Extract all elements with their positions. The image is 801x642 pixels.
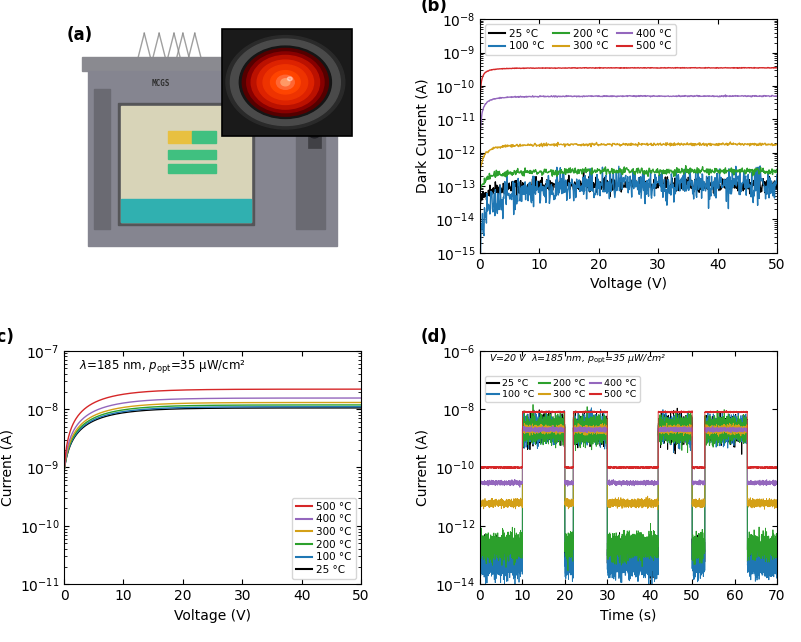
Bar	[88, 59, 337, 246]
X-axis label: Voltage (V): Voltage (V)	[590, 277, 667, 291]
Circle shape	[247, 52, 324, 112]
Legend: 25 °C, 100 °C, 200 °C, 300 °C, 400 °C, 500 °C: 25 °C, 100 °C, 200 °C, 300 °C, 400 °C, 5…	[485, 24, 676, 55]
Bar	[191, 132, 215, 143]
Bar	[82, 56, 344, 71]
Text: $\lambda$=185 nm, $p_{\rm opt}$=35 μW/cm²: $\lambda$=185 nm, $p_{\rm opt}$=35 μW/cm…	[79, 358, 246, 375]
Circle shape	[271, 71, 300, 94]
Circle shape	[257, 60, 314, 105]
Circle shape	[226, 35, 344, 129]
Legend: 500 °C, 400 °C, 300 °C, 200 °C, 100 °C, 25 °C: 500 °C, 400 °C, 300 °C, 200 °C, 100 °C, …	[292, 498, 356, 579]
Circle shape	[263, 65, 308, 100]
Bar	[88, 71, 337, 246]
Bar	[94, 89, 110, 229]
Circle shape	[231, 39, 340, 125]
Text: (d): (d)	[421, 328, 448, 346]
Bar	[222, 29, 352, 136]
Circle shape	[276, 75, 294, 89]
Bar	[308, 119, 321, 148]
Bar	[168, 150, 191, 159]
X-axis label: Time (s): Time (s)	[600, 609, 657, 623]
Y-axis label: Current (A): Current (A)	[416, 429, 430, 506]
Text: (a): (a)	[67, 26, 93, 44]
Bar	[222, 29, 352, 136]
Bar	[168, 164, 191, 173]
Circle shape	[309, 130, 320, 138]
Text: (b): (b)	[421, 0, 448, 15]
Circle shape	[243, 48, 328, 116]
Circle shape	[288, 77, 292, 81]
Bar	[191, 164, 215, 173]
Circle shape	[281, 79, 290, 86]
Bar	[118, 103, 254, 225]
X-axis label: Voltage (V): Voltage (V)	[174, 609, 251, 623]
Circle shape	[252, 55, 320, 109]
Bar	[191, 150, 215, 159]
Bar	[168, 132, 191, 143]
Text: MCGS: MCGS	[151, 79, 170, 88]
Y-axis label: Dark Current (A): Dark Current (A)	[416, 79, 430, 193]
Bar	[120, 199, 252, 222]
Bar	[296, 89, 325, 229]
Text: (c): (c)	[0, 328, 14, 346]
Y-axis label: Current (A): Current (A)	[0, 429, 14, 506]
Bar	[120, 106, 252, 222]
Legend: 25 °C, 100 °C, 200 °C, 300 °C, 400 °C, 500 °C: 25 °C, 100 °C, 200 °C, 300 °C, 400 °C, 5…	[485, 376, 639, 402]
Text: $V$=20 V  $\lambda$=185 nm, $p_{\rm opt}$=35 μW/cm²: $V$=20 V $\lambda$=185 nm, $p_{\rm opt}$…	[489, 353, 666, 366]
Bar	[302, 99, 309, 108]
Circle shape	[239, 46, 332, 119]
